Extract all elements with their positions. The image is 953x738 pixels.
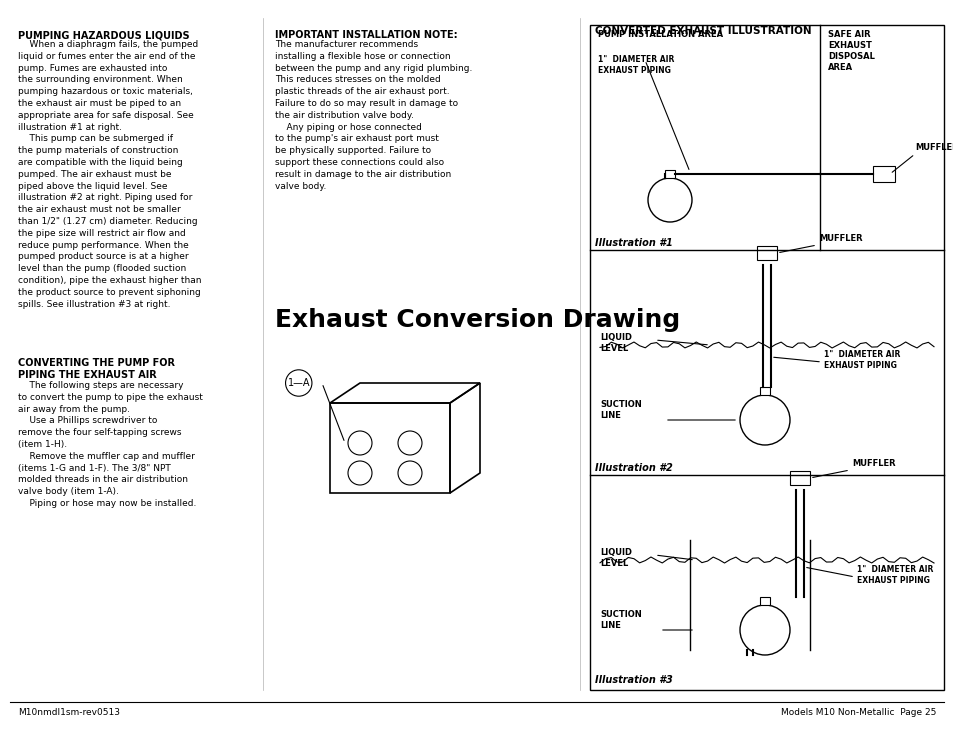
Bar — [589, 25, 943, 690]
Bar — [789, 471, 809, 485]
Bar — [760, 387, 769, 395]
Text: SAFE AIR
EXHAUST
DISPOSAL
AREA: SAFE AIR EXHAUST DISPOSAL AREA — [827, 30, 874, 72]
Text: MUFFLER: MUFFLER — [851, 459, 895, 468]
Text: Illustration #3: Illustration #3 — [595, 675, 672, 685]
Bar — [760, 597, 769, 605]
Text: IMPORTANT INSTALLATION NOTE:: IMPORTANT INSTALLATION NOTE: — [274, 30, 457, 40]
Text: Illustration #2: Illustration #2 — [595, 463, 672, 473]
Text: 1"  DIAMETER AIR
EXHAUST PIPING: 1" DIAMETER AIR EXHAUST PIPING — [856, 565, 932, 585]
Text: Models M10 Non-Metallic  Page 25: Models M10 Non-Metallic Page 25 — [780, 708, 935, 717]
Text: MUFFLER: MUFFLER — [818, 234, 862, 243]
Text: 1—A: 1—A — [287, 378, 310, 388]
Text: LIQUID
LEVEL: LIQUID LEVEL — [599, 333, 631, 353]
Text: Illustration #1: Illustration #1 — [595, 238, 672, 248]
Text: SUCTION
LINE: SUCTION LINE — [599, 400, 641, 420]
Bar — [664, 170, 675, 178]
Text: 1"  DIAMETER AIR
EXHAUST PIPING: 1" DIAMETER AIR EXHAUST PIPING — [598, 55, 674, 75]
Text: M10nmdl1sm-rev0513: M10nmdl1sm-rev0513 — [18, 708, 120, 717]
Text: CONVERTING THE PUMP FOR
PIPING THE EXHAUST AIR: CONVERTING THE PUMP FOR PIPING THE EXHAU… — [18, 358, 174, 380]
Text: The manufacturer recommends
installing a flexible hose or connection
between the: The manufacturer recommends installing a… — [274, 40, 472, 190]
Bar — [872, 166, 894, 182]
Text: PUMPING HAZARDOUS LIQUIDS: PUMPING HAZARDOUS LIQUIDS — [18, 30, 190, 40]
Bar — [757, 246, 776, 260]
Text: 1"  DIAMETER AIR
EXHAUST PIPING: 1" DIAMETER AIR EXHAUST PIPING — [823, 350, 900, 370]
Text: Exhaust Conversion Drawing: Exhaust Conversion Drawing — [274, 308, 679, 332]
Text: LIQUID
LEVEL: LIQUID LEVEL — [599, 548, 631, 568]
Text: MUFFLER: MUFFLER — [914, 143, 953, 152]
Text: When a diaphragm fails, the pumped
liquid or fumes enter the air end of the
pump: When a diaphragm fails, the pumped liqui… — [18, 40, 201, 308]
Text: SUCTION
LINE: SUCTION LINE — [599, 610, 641, 630]
Text: The following steps are necessary
to convert the pump to pipe the exhaust
air aw: The following steps are necessary to con… — [18, 381, 203, 508]
Text: CONVERTED EXHAUST ILLUSTRATION: CONVERTED EXHAUST ILLUSTRATION — [595, 26, 811, 36]
Text: PUMP INSTALLATION AREA: PUMP INSTALLATION AREA — [598, 30, 722, 39]
